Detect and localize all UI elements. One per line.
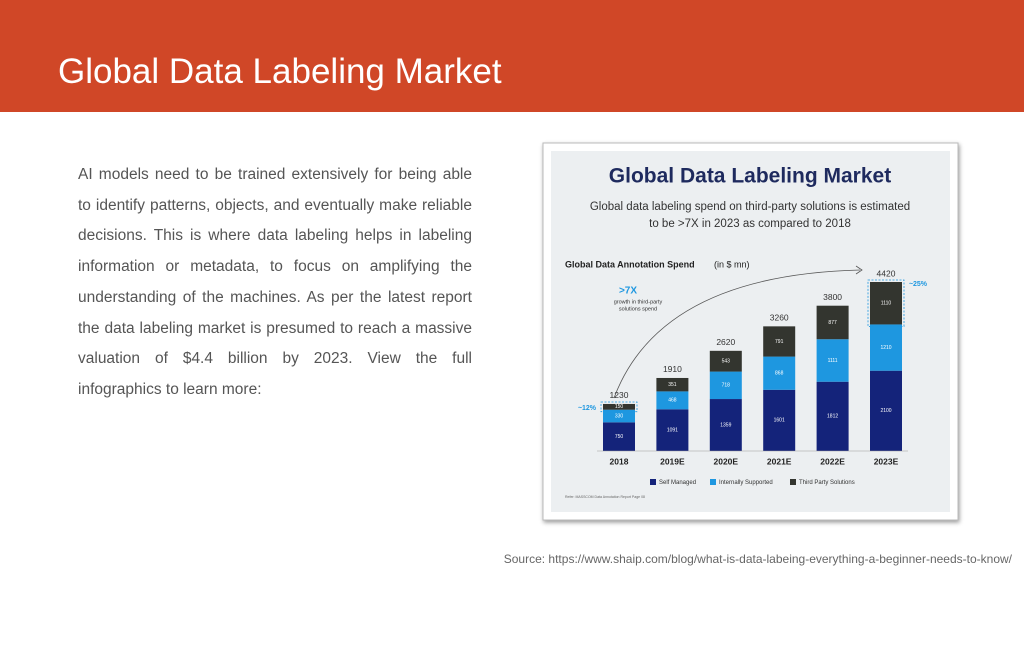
value-label: 868 — [775, 371, 784, 377]
bar-segment — [816, 339, 849, 382]
value-label: 1091 — [667, 427, 678, 433]
axis-unit: (in $ mn) — [714, 259, 750, 269]
bar-segment — [709, 399, 742, 451]
axis-label: Global Data Annotation Spend — [565, 259, 695, 269]
chart-title: Global Data Labeling Market — [609, 165, 891, 188]
footnote: Refer: MASSCOM Data Annotation Report Pa… — [565, 495, 645, 499]
bar-segment — [870, 282, 902, 325]
growth-note: solutions spend — [619, 306, 657, 312]
value-label: 330 — [615, 413, 624, 419]
total-label: 1230 — [610, 390, 629, 400]
legend-swatch — [650, 479, 656, 485]
value-label: 791 — [775, 339, 784, 345]
bar-segment — [603, 403, 635, 410]
value-label: 2100 — [880, 408, 891, 414]
value-label: 1359 — [720, 422, 731, 428]
bar-segment — [656, 409, 689, 451]
legend-label: Self Managed — [659, 480, 696, 486]
legend-swatch — [710, 479, 716, 485]
total-label: 3800 — [823, 292, 842, 302]
chart-subtitle: to be >7X in 2023 as compared to 2018 — [649, 218, 851, 230]
value-label: 1210 — [880, 345, 891, 351]
value-label: 750 — [615, 434, 624, 440]
value-label: 543 — [722, 359, 731, 365]
x-tick-label: 2018 — [610, 456, 629, 466]
legend-label: Third Party Solutions — [799, 480, 855, 486]
highlight-box — [600, 401, 638, 413]
total-label: 3260 — [770, 313, 789, 323]
paragraph: AI models need to be trained extensively… — [78, 166, 472, 398]
bar-segment — [603, 409, 635, 423]
arrow-head — [855, 265, 863, 275]
slide: Global Data Labeling Market AI models ne… — [0, 0, 1024, 566]
total-label: 4420 — [877, 268, 896, 278]
growth-label: >7X — [619, 286, 637, 297]
share-label: ~12% — [578, 405, 597, 412]
value-label: 877 — [828, 320, 837, 326]
value-label: 1812 — [827, 414, 838, 420]
x-tick-label: 2019E — [660, 456, 685, 466]
x-tick-label: 2020E — [714, 456, 739, 466]
total-label: 2620 — [716, 337, 735, 347]
value-label: 150 — [615, 404, 624, 410]
legend-label: Internally Supported — [719, 480, 773, 486]
bar-segment — [656, 391, 689, 410]
bar-segment — [763, 326, 796, 357]
value-label: 1601 — [774, 418, 785, 424]
bar-segment — [763, 356, 796, 390]
value-label: 1110 — [881, 301, 892, 307]
value-label: 1111 — [828, 358, 838, 364]
bar-segment — [656, 377, 689, 392]
bar-segment — [870, 324, 902, 371]
bar-segment — [816, 305, 849, 340]
bar-segment — [763, 389, 796, 451]
growth-arrow — [613, 269, 861, 399]
x-tick-label: 2023E — [874, 456, 899, 466]
chart-subtitle: Global data labeling spend on third-part… — [590, 201, 910, 213]
slide-title: Global Data Labeling Market — [58, 52, 502, 91]
bar-segment — [870, 370, 902, 451]
infographic: Global Data Labeling Market Global data … — [542, 142, 959, 521]
share-label: ~25% — [909, 281, 928, 288]
x-tick-label: 2022E — [820, 456, 845, 466]
value-label: 468 — [668, 398, 677, 404]
bar-segment — [709, 350, 742, 372]
legend-swatch — [790, 479, 796, 485]
highlight-box — [867, 279, 905, 327]
value-label: 351 — [668, 382, 677, 388]
bar-segment — [816, 381, 849, 451]
header: Global Data Labeling Market — [0, 0, 1024, 112]
bar-segment — [709, 371, 742, 400]
bar-segment — [603, 422, 635, 451]
growth-note: growth in third-party — [614, 299, 663, 305]
source: Source: https://www.shaip.com/blog/what-… — [503, 552, 1012, 566]
x-tick-label: 2021E — [767, 456, 792, 466]
total-label: 1910 — [663, 364, 682, 374]
value-label: 718 — [722, 383, 731, 389]
